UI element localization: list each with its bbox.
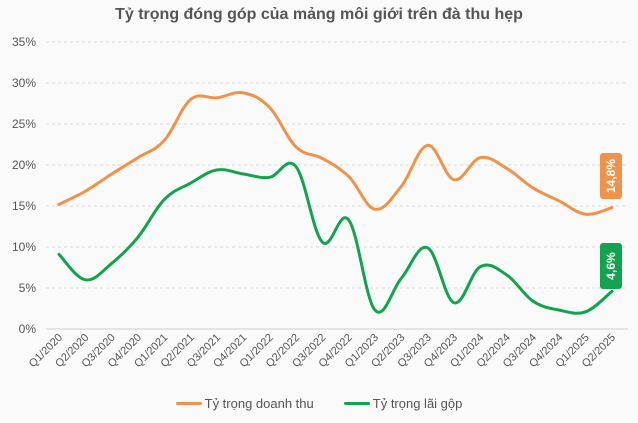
gross-profit-share-line	[57, 161, 614, 315]
legend-swatch-gross-profit	[343, 402, 370, 405]
y-tick-label: 25%	[12, 117, 36, 131]
y-tick-label: 35%	[12, 35, 36, 49]
svg-text:14,8%: 14,8%	[604, 159, 618, 193]
legend-swatch-revenue	[175, 402, 202, 405]
y-tick-label: 15%	[12, 199, 36, 213]
revenue-share-line	[57, 90, 614, 216]
y-tick-label: 10%	[12, 240, 36, 254]
legend-item-gross-profit[interactable]: Tỷ trọng lãi gộp	[343, 396, 463, 411]
svg-text:4,6%: 4,6%	[604, 252, 618, 280]
y-tick-label: 30%	[12, 76, 36, 90]
legend-label-revenue: Tỷ trọng doanh thu	[204, 396, 314, 411]
y-tick-label: 5%	[19, 281, 37, 295]
y-tick-label: 0%	[19, 322, 37, 336]
chart-legend: Tỷ trọng doanh thu Tỷ trọng lãi gộp	[0, 396, 638, 411]
legend-label-gross-profit: Tỷ trọng lãi gộp	[372, 396, 463, 411]
y-tick-label: 20%	[12, 158, 36, 172]
gross-profit-end-label: 4,6%	[600, 243, 622, 289]
revenue-end-label: 14,8%	[600, 153, 622, 199]
legend-item-revenue[interactable]: Tỷ trọng doanh thu	[175, 396, 314, 411]
chart-title: Tỷ trọng đóng góp của mảng môi giới trên…	[115, 6, 523, 23]
